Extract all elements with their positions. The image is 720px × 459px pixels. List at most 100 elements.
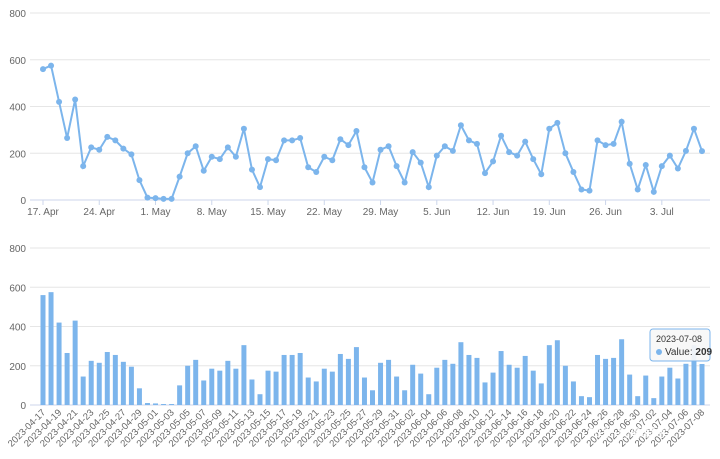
- data-point: [449, 147, 456, 154]
- bar: [562, 365, 568, 405]
- bar: [675, 378, 681, 405]
- bar: [313, 381, 319, 405]
- line-chart: 0 200 400 600 800 17. Apr 24. Apr 1. May 8. May…: [9, 9, 710, 218]
- data-point: [361, 164, 368, 171]
- bar: [169, 404, 175, 405]
- x-tick-label: 15. May: [250, 207, 286, 218]
- x-tick-label: 17. Apr: [27, 207, 59, 218]
- bar: [595, 354, 601, 405]
- data-point: [522, 138, 529, 145]
- data-point: [281, 137, 288, 144]
- bar: [112, 354, 118, 405]
- bar-tooltip: 2023-07-08 Value: 209: [649, 328, 713, 362]
- data-point: [506, 149, 513, 156]
- data-point: [393, 163, 400, 170]
- data-point: [64, 135, 71, 142]
- bar: [241, 345, 247, 405]
- data-point: [297, 135, 304, 142]
- bar: [643, 375, 649, 405]
- y-tick-label: 600: [9, 283, 26, 294]
- y-tick-label: 600: [9, 56, 26, 67]
- bar: [434, 367, 440, 405]
- bar: [136, 388, 142, 405]
- data-point: [72, 96, 79, 103]
- data-point: [168, 195, 175, 202]
- bar: [586, 397, 592, 405]
- tooltip-box: [649, 328, 711, 362]
- bar: [530, 370, 536, 405]
- data-point: [666, 152, 673, 159]
- data-point: [192, 143, 199, 150]
- data-point: [224, 144, 231, 151]
- bar: [370, 390, 375, 405]
- bar: [611, 357, 617, 405]
- data-point: [602, 142, 609, 149]
- data-point: [594, 137, 601, 144]
- data-point: [610, 140, 617, 147]
- bar: [329, 371, 335, 405]
- data-point: [409, 149, 416, 156]
- bar: [96, 362, 102, 405]
- bar-chart-x-axis: 2023-04-172023-04-192023-04-212023-04-23…: [6, 407, 707, 449]
- data-point: [56, 98, 63, 105]
- line-chart-points: [40, 62, 705, 202]
- bar: [64, 352, 70, 405]
- data-point: [482, 170, 489, 177]
- bar: [603, 358, 609, 405]
- bar: [265, 370, 271, 405]
- bar: [570, 381, 576, 405]
- bar: [651, 398, 657, 405]
- bar: [161, 404, 167, 405]
- bar: [56, 322, 62, 405]
- data-point: [128, 151, 135, 158]
- bar-chart-bars: [40, 292, 705, 405]
- bar: [297, 352, 303, 405]
- data-point: [184, 150, 191, 157]
- bar-chart: 0 200 400 600 800 2023-04-172023-04-192023-0…: [6, 244, 713, 449]
- bar: [667, 367, 673, 405]
- bar: [40, 295, 46, 405]
- bar: [209, 368, 215, 405]
- y-tick-label: 400: [9, 103, 26, 114]
- data-point: [40, 66, 46, 73]
- y-tick-label: 200: [9, 149, 26, 160]
- x-tick-label: 1. May: [141, 207, 171, 218]
- data-point: [634, 186, 641, 193]
- data-point: [642, 161, 649, 168]
- x-tick-label: 5. Jun: [423, 207, 450, 218]
- data-point: [256, 184, 263, 191]
- bar: [522, 355, 528, 405]
- bar: [128, 366, 134, 405]
- bar: [104, 352, 110, 405]
- data-point: [490, 158, 497, 165]
- data-point: [650, 188, 657, 195]
- data-point: [586, 187, 593, 194]
- data-point: [88, 144, 95, 151]
- y-tick-label: 800: [9, 9, 26, 20]
- x-tick-label: 8. May: [197, 207, 227, 218]
- data-point: [337, 136, 344, 143]
- data-point: [570, 168, 577, 175]
- bar: [554, 340, 560, 405]
- bar: [699, 363, 705, 405]
- data-point: [273, 157, 280, 164]
- data-point: [305, 164, 312, 171]
- data-point: [232, 153, 239, 160]
- data-point: [313, 168, 320, 175]
- data-point: [658, 163, 665, 170]
- data-point: [96, 146, 103, 153]
- data-point: [626, 160, 633, 167]
- data-point: [514, 152, 521, 159]
- data-point: [216, 156, 223, 163]
- y-tick-label: 0: [20, 196, 26, 207]
- bar: [426, 394, 432, 405]
- bar: [466, 354, 472, 405]
- data-point: [104, 133, 111, 140]
- data-point: [265, 156, 272, 163]
- data-point: [80, 163, 87, 170]
- data-point: [329, 157, 336, 164]
- bar: [185, 365, 191, 405]
- bar: [538, 383, 544, 405]
- data-point: [289, 137, 296, 144]
- bar: [233, 368, 239, 405]
